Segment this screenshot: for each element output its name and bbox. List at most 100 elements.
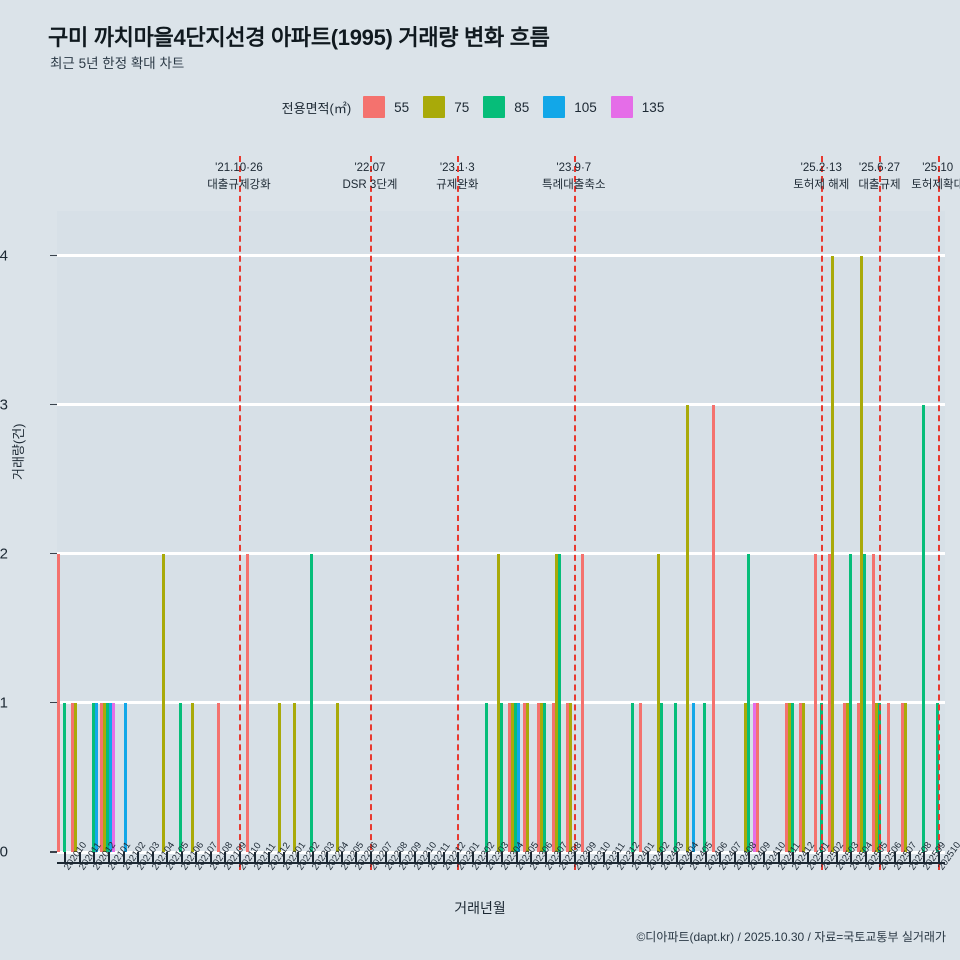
legend-item-75[interactable]: 75	[423, 96, 469, 118]
bar	[190, 702, 194, 852]
bar	[62, 702, 66, 852]
x-tick-mark	[559, 852, 562, 863]
x-tick-mark	[166, 852, 169, 863]
bar	[656, 553, 660, 852]
event-annotation: '23.1·3 규제완화	[436, 160, 478, 193]
gridline	[57, 403, 945, 407]
bar	[94, 702, 98, 852]
x-tick-mark	[78, 852, 81, 863]
x-tick-mark	[442, 852, 445, 863]
gridline	[57, 254, 945, 258]
bar	[109, 702, 113, 852]
bar	[746, 553, 750, 852]
x-tick-mark	[369, 852, 372, 863]
page-title: 구미 까치마을4단지선경 아파트(1995) 거래량 변화 흐름	[48, 25, 550, 50]
bar	[874, 702, 878, 852]
legend-item-135[interactable]: 135	[610, 96, 664, 118]
event-annotation-text: 대출규제강화	[207, 178, 271, 191]
x-tick-mark	[632, 852, 635, 863]
event-annotation-date: '25.2·13	[800, 162, 842, 174]
event-annotation-date: '22.07	[354, 162, 386, 174]
x-tick-mark	[879, 852, 882, 863]
bar	[871, 553, 875, 852]
bar	[56, 553, 60, 852]
event-annotation: '21.10·26 대출규제강화	[207, 160, 270, 193]
bar	[566, 702, 570, 852]
x-tick-mark	[806, 852, 809, 863]
event-annotation: '23.9·7 특례대출축소	[542, 160, 605, 193]
legend-swatch-icon	[610, 96, 633, 118]
bar	[508, 702, 512, 852]
x-tick-mark	[908, 852, 911, 863]
x-tick-mark	[384, 852, 387, 863]
bar	[499, 702, 503, 852]
y-tick-label: 0	[0, 843, 8, 861]
event-annotation-date: '21.10·26	[215, 162, 263, 174]
bar	[799, 702, 803, 852]
event-annotation: '25.6·27 대출규제	[858, 160, 900, 193]
bar	[74, 702, 78, 852]
x-tick-mark	[137, 852, 140, 863]
event-marker-line	[369, 156, 372, 870]
x-tick-mark	[719, 852, 722, 863]
bar	[278, 702, 282, 852]
x-tick-mark	[792, 852, 795, 863]
legend-item-85[interactable]: 85	[483, 96, 529, 118]
bar	[106, 702, 110, 852]
bar	[743, 702, 747, 852]
page-subtitle: 최근 5년 한정 확대 차트	[50, 56, 185, 71]
legend-item-label: 75	[454, 99, 470, 115]
event-annotation-text: 대출규제	[858, 178, 901, 191]
event-annotation-date: '25.10	[922, 162, 954, 174]
bar	[904, 702, 908, 852]
bar	[860, 255, 864, 852]
x-tick-mark	[617, 852, 620, 863]
bar	[886, 702, 890, 852]
y-tick-mark	[50, 701, 57, 704]
bar	[511, 702, 515, 852]
bar	[246, 553, 250, 852]
x-tick-mark	[457, 852, 460, 863]
event-annotation-text: DSR 3단계	[342, 178, 398, 191]
event-annotation: '25.2·13 토허제 해제	[793, 160, 849, 193]
legend-swatch-icon	[363, 96, 386, 118]
x-tick-mark	[195, 852, 198, 863]
legend-swatch-icon	[543, 96, 566, 118]
event-marker-line	[573, 156, 576, 870]
x-axis-title: 거래년월	[454, 900, 506, 916]
bar	[845, 702, 849, 852]
bar	[752, 702, 756, 852]
x-tick-mark	[573, 852, 576, 863]
event-annotation-text: 토허제 해제	[793, 178, 850, 191]
legend-swatch-icon	[483, 96, 506, 118]
bar	[848, 553, 852, 852]
x-tick-mark	[763, 852, 766, 863]
bar	[659, 702, 663, 852]
x-tick-mark	[690, 852, 693, 863]
bar	[685, 404, 689, 852]
bar	[292, 702, 296, 852]
event-annotation-text: 특례대출축소	[542, 178, 606, 191]
legend-swatch-icon	[423, 96, 446, 118]
event-marker-line	[821, 156, 824, 870]
x-tick-mark	[297, 852, 300, 863]
bar	[517, 702, 521, 852]
x-tick-mark	[501, 852, 503, 863]
legend-item-105[interactable]: 105	[543, 96, 597, 118]
bar	[674, 702, 678, 852]
bar	[755, 702, 759, 852]
x-tick-mark	[151, 852, 154, 863]
x-tick-mark	[748, 852, 751, 863]
legend-item-label: 55	[394, 99, 410, 115]
x-tick-mark	[471, 852, 474, 863]
legend-item-label: 85	[514, 99, 530, 115]
x-tick-mark	[894, 852, 897, 863]
x-tick-mark	[515, 852, 518, 863]
x-tick-mark	[646, 852, 649, 863]
x-tick-mark	[107, 852, 110, 863]
event-marker-line	[879, 156, 882, 870]
event-annotation-date: '23.9·7	[556, 162, 592, 174]
bar	[842, 702, 846, 852]
legend-item-55[interactable]: 55	[363, 96, 409, 118]
